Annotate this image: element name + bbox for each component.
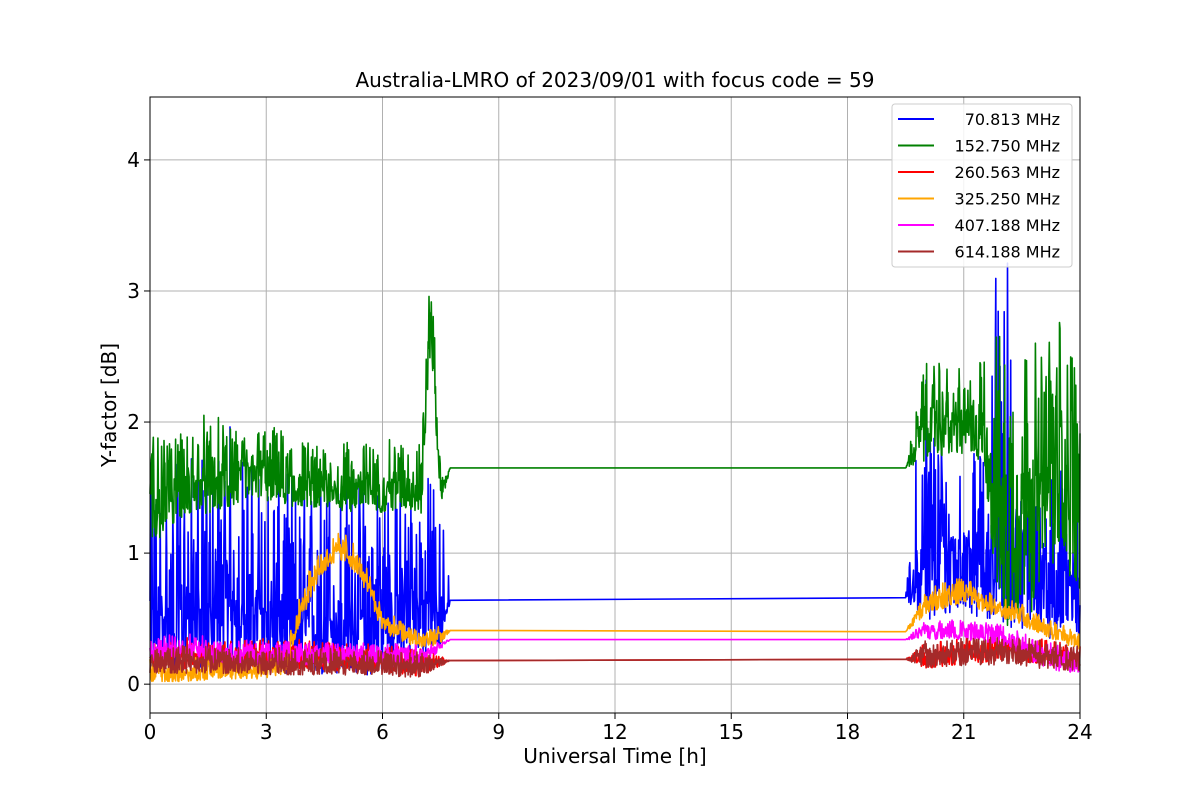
y-axis: 0 1 2 3 4	[127, 148, 150, 696]
legend-label: 152.750 MHz	[955, 137, 1060, 156]
legend-label: 614.188 MHz	[955, 243, 1060, 262]
plot-area	[149, 262, 1081, 683]
legend-label: 407.188 MHz	[955, 216, 1060, 235]
y-tick-label: 2	[127, 410, 140, 434]
x-tick-label: 9	[492, 720, 505, 744]
series-line	[149, 295, 1081, 627]
legend-item: 260.563 MHz	[898, 163, 1060, 182]
chart-title: Australia-LMRO of 2023/09/01 with focus …	[355, 68, 874, 92]
y-tick-label: 1	[127, 541, 140, 565]
x-tick-label: 0	[144, 720, 157, 744]
legend-label: 70.813 MHz	[965, 110, 1060, 129]
x-tick-label: 15	[719, 720, 744, 744]
series-2	[149, 295, 1081, 627]
legend-box	[891, 103, 1073, 268]
x-tick-label: 24	[1067, 720, 1092, 744]
legend-label: 325.250 MHz	[955, 190, 1060, 209]
x-tick-label: 3	[260, 720, 273, 744]
series-6	[149, 636, 1081, 678]
x-tick-label: 18	[835, 720, 860, 744]
x-tick-label: 12	[602, 720, 627, 744]
x-axis-label: Universal Time [h]	[523, 744, 706, 768]
legend-item: 70.813 MHz	[898, 110, 1060, 129]
legend-item: 325.250 MHz	[898, 190, 1060, 209]
legend-item: 614.188 MHz	[898, 243, 1060, 262]
x-axis: 0 3 6 9 12 15 18 21 24	[144, 713, 1093, 744]
legend-item: 407.188 MHz	[898, 216, 1060, 235]
legend-label: 260.563 MHz	[955, 163, 1060, 182]
legend-item: 152.750 MHz	[898, 137, 1060, 156]
y-tick-label: 0	[127, 672, 140, 696]
y-tick-label: 3	[127, 279, 140, 303]
x-tick-label: 6	[376, 720, 389, 744]
series-line	[149, 636, 1081, 678]
x-tick-label: 21	[951, 720, 976, 744]
legend: 70.813 MHz 152.750 MHz 260.563 MHz 325.250 …	[891, 103, 1073, 268]
y-tick-label: 4	[127, 148, 140, 172]
y-axis-label: Y-factor [dB]	[97, 343, 121, 468]
